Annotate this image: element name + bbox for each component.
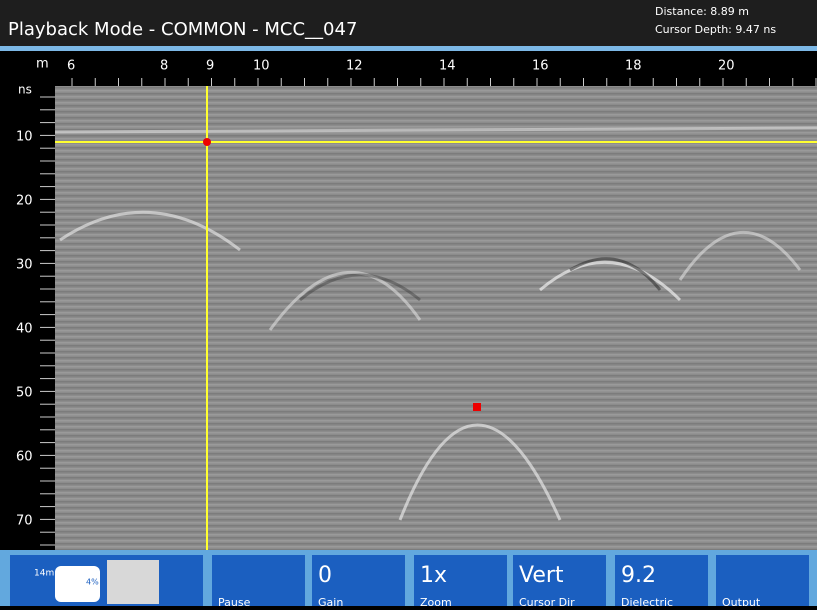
depth-label: 40 bbox=[16, 322, 33, 337]
button-label: Pause bbox=[218, 596, 251, 606]
ruler-label: 16 bbox=[532, 59, 549, 74]
button-label: Cursor Dir bbox=[519, 596, 575, 606]
depth-label: 50 bbox=[16, 386, 33, 401]
screen: Playback Mode - COMMON - MCC__047 Distan… bbox=[0, 0, 817, 606]
button-value: 9.2 bbox=[621, 563, 656, 588]
ruler-label: 6 bbox=[67, 59, 75, 74]
ruler-label: 14 bbox=[439, 59, 456, 74]
gps-icon bbox=[107, 560, 159, 604]
ruler-label: 20 bbox=[718, 59, 735, 74]
marker bbox=[473, 403, 481, 411]
header-border bbox=[0, 46, 817, 51]
ruler-label: 12 bbox=[346, 59, 363, 74]
button-label: Output bbox=[722, 596, 761, 606]
toolbar-button[interactable]: 0 Gain bbox=[312, 555, 405, 606]
ruler-unit: m bbox=[36, 57, 49, 72]
depth-label: 20 bbox=[16, 194, 33, 209]
depth-label: 70 bbox=[16, 514, 33, 529]
button-label: Dielectric bbox=[621, 596, 673, 606]
ruler-label: 8 bbox=[160, 59, 168, 74]
depth-label: 10 bbox=[16, 130, 33, 145]
range: 14m bbox=[34, 569, 54, 579]
ruler-label: 10 bbox=[253, 59, 270, 74]
distance: Distance: 8.89 m bbox=[655, 5, 749, 18]
toolbar-button[interactable]: 1x Zoom bbox=[414, 555, 507, 606]
status-panel bbox=[10, 555, 203, 606]
depth-label: 60 bbox=[16, 450, 33, 465]
cursor-depth: Cursor Depth: 9.47 ns bbox=[655, 23, 776, 36]
button-label: Gain bbox=[318, 596, 343, 606]
toolbar-button[interactable]: Output bbox=[716, 555, 809, 606]
depth-label: 30 bbox=[16, 258, 33, 273]
button-value: 0 bbox=[318, 563, 332, 588]
depth-unit: ns bbox=[18, 83, 32, 97]
title: Playback Mode - COMMON - MCC__047 bbox=[8, 19, 357, 40]
app: Playback Mode - COMMON - MCC__047 Distan… bbox=[0, 0, 817, 606]
button-value: 1x bbox=[420, 563, 447, 588]
radargram bbox=[55, 86, 817, 550]
button-value: Vert bbox=[519, 563, 564, 588]
ruler bbox=[0, 51, 817, 86]
toolbar-button[interactable]: Pause bbox=[212, 555, 305, 606]
cursor-point bbox=[203, 138, 211, 146]
battery: 4% bbox=[86, 578, 99, 587]
ruler-label: 9 bbox=[206, 59, 214, 74]
button-label: Zoom bbox=[420, 596, 452, 606]
depth-axis bbox=[0, 86, 55, 550]
ruler-label: 18 bbox=[625, 59, 642, 74]
toolbar-button[interactable]: 9.2 Dielectric bbox=[615, 555, 708, 606]
toolbar-button[interactable]: Vert Cursor Dir bbox=[513, 555, 606, 606]
